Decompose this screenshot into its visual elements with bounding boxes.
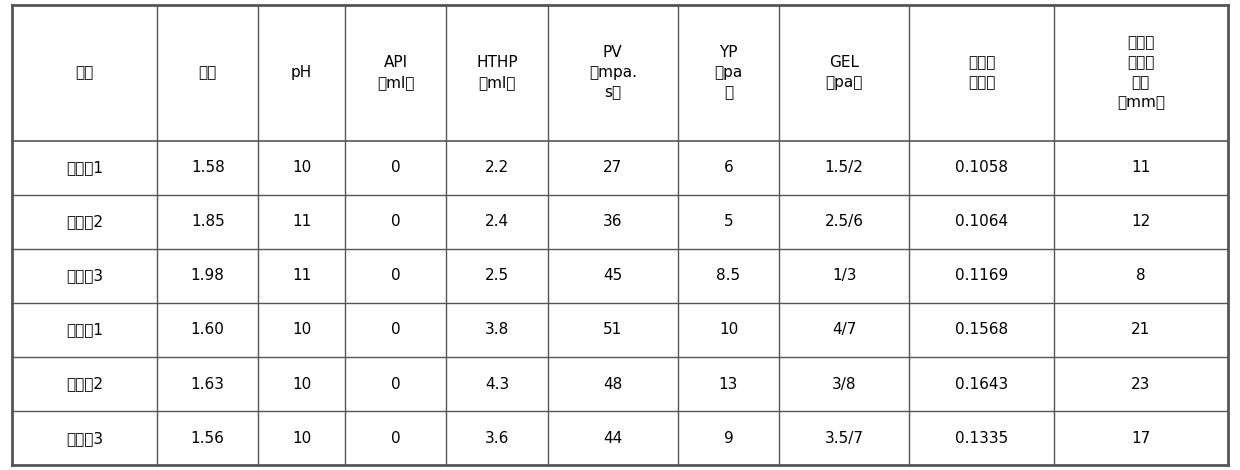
Text: 45: 45: [603, 268, 622, 283]
Text: 11: 11: [1131, 160, 1151, 175]
Text: 2.4: 2.4: [485, 214, 510, 229]
Text: 6: 6: [724, 160, 733, 175]
Text: 1/3: 1/3: [832, 268, 857, 283]
Text: 3/8: 3/8: [832, 376, 857, 392]
Text: 对比例3: 对比例3: [66, 431, 103, 446]
Text: 1.98: 1.98: [191, 268, 224, 283]
Text: 9: 9: [724, 431, 733, 446]
Text: 48: 48: [603, 376, 622, 392]
Text: 10: 10: [293, 322, 311, 337]
Text: 36: 36: [603, 214, 622, 229]
Text: 0: 0: [391, 214, 401, 229]
Text: 3.5/7: 3.5/7: [825, 431, 864, 446]
Text: 44: 44: [603, 431, 622, 446]
Text: 3.6: 3.6: [485, 431, 510, 446]
Text: 对比例1: 对比例1: [66, 322, 103, 337]
Text: 1.58: 1.58: [191, 160, 224, 175]
Text: 1.85: 1.85: [191, 214, 224, 229]
Text: 0.1643: 0.1643: [955, 376, 1008, 392]
Text: 样品: 样品: [76, 65, 94, 80]
Text: 0.1335: 0.1335: [955, 431, 1008, 446]
Text: 5: 5: [724, 214, 733, 229]
Text: 3.8: 3.8: [485, 322, 510, 337]
Text: 4/7: 4/7: [832, 322, 857, 337]
Text: 2.5: 2.5: [485, 268, 510, 283]
Text: 23: 23: [1131, 376, 1151, 392]
Text: 8.5: 8.5: [717, 268, 740, 283]
Text: 51: 51: [603, 322, 622, 337]
Text: 1.60: 1.60: [191, 322, 224, 337]
Text: 11: 11: [293, 268, 311, 283]
Text: 0.1169: 0.1169: [955, 268, 1008, 283]
Text: 0.1568: 0.1568: [955, 322, 1008, 337]
Text: 0: 0: [391, 431, 401, 446]
Text: 0: 0: [391, 160, 401, 175]
Text: YP
（pa
）: YP （pa ）: [714, 45, 743, 100]
Text: API
（ml）: API （ml）: [377, 55, 414, 90]
Text: 27: 27: [603, 160, 622, 175]
Text: 4.3: 4.3: [485, 376, 510, 392]
Text: 1.63: 1.63: [191, 376, 224, 392]
Text: 10: 10: [293, 376, 311, 392]
Text: HTHP
（ml）: HTHP （ml）: [476, 55, 518, 90]
Text: 10: 10: [293, 160, 311, 175]
Text: 砂床实
验深入
厚度
（mm）: 砂床实 验深入 厚度 （mm）: [1117, 35, 1164, 110]
Text: 对比例2: 对比例2: [66, 376, 103, 392]
Text: 1.56: 1.56: [191, 431, 224, 446]
Text: 实施例3: 实施例3: [66, 268, 103, 283]
Text: 2.5/6: 2.5/6: [825, 214, 864, 229]
Text: 8: 8: [1136, 268, 1146, 283]
Text: 实施例2: 实施例2: [66, 214, 103, 229]
Text: 极压润
滑系数: 极压润 滑系数: [968, 55, 996, 90]
Text: 12: 12: [1131, 214, 1151, 229]
Text: 实施例1: 实施例1: [66, 160, 103, 175]
Text: 0: 0: [391, 376, 401, 392]
Text: 10: 10: [719, 322, 738, 337]
Text: 13: 13: [719, 376, 738, 392]
Text: PV
（mpa.
s）: PV （mpa. s）: [589, 45, 637, 100]
Text: 0: 0: [391, 322, 401, 337]
Text: 0.1058: 0.1058: [955, 160, 1008, 175]
Text: 0.1064: 0.1064: [955, 214, 1008, 229]
Text: 11: 11: [293, 214, 311, 229]
Text: 10: 10: [293, 431, 311, 446]
Text: 0: 0: [391, 268, 401, 283]
Text: pH: pH: [291, 65, 312, 80]
Text: GEL
（pa）: GEL （pa）: [826, 55, 863, 90]
Text: 2.2: 2.2: [485, 160, 510, 175]
Text: 1.5/2: 1.5/2: [825, 160, 864, 175]
Text: 17: 17: [1131, 431, 1151, 446]
Text: 21: 21: [1131, 322, 1151, 337]
Text: 密度: 密度: [198, 65, 217, 80]
